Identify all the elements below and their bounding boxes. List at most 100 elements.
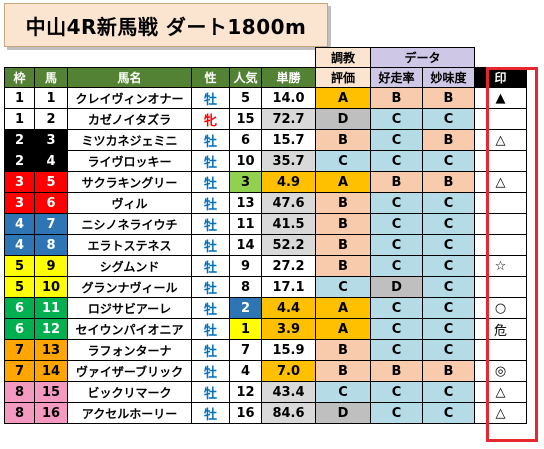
header-training-group: 調教 — [315, 47, 371, 68]
odds-cell: 72.7 — [261, 108, 316, 130]
table-body: 1 1 クレイヴィンオナー牡 5 14.0 A B B ▲ 1 2 カゼノイタズラ牝 15 72.7 D C C… — [4, 87, 527, 424]
waku-cell: 2 — [4, 129, 35, 151]
horse-name-cell: ビックリマーク — [67, 381, 192, 403]
taste-cell: C — [422, 192, 475, 214]
table-row: 1 1 クレイヴィンオナー牡 5 14.0 A B B ▲ — [4, 87, 527, 109]
training-grade-cell: B — [315, 129, 371, 151]
taste-cell: C — [422, 213, 475, 235]
runrate-cell: C — [370, 339, 423, 361]
table-row: 7 14 ヴァイザーブリック牡 4 7.0 B B B ◎ — [4, 360, 527, 382]
mark-cell: 危 — [474, 318, 527, 340]
horse-name-cell: クレイヴィンオナー — [67, 87, 192, 109]
taste-cell: C — [422, 234, 475, 256]
popularity-cell: 1 — [229, 318, 262, 340]
runrate-cell: C — [370, 318, 423, 340]
race-table: 調教 データ 枠 馬 馬名 性 人気 単勝 評価 好走率 妙味度 印 1 1 クレイ… — [4, 47, 527, 424]
header-mark: 印 — [474, 67, 527, 88]
horse-name-cell: ライヴロッキー — [67, 150, 192, 172]
mark-cell — [474, 192, 527, 214]
taste-cell: C — [422, 108, 475, 130]
horse-name-cell: ニシノネライウチ — [67, 213, 192, 235]
popularity-cell: 6 — [229, 129, 262, 151]
horse-name-cell: ラフォンターナ — [67, 339, 192, 361]
table-row: 5 10 グランナヴィール牡 8 17.1 C D C — [4, 276, 527, 298]
page-title: 中山4R新馬戦 ダート1800m — [25, 14, 307, 39]
horse-name-cell: ヴァイザーブリック — [67, 360, 192, 382]
waku-cell: 4 — [4, 213, 35, 235]
table-row: 2 3 ミツカネジェミニ牡 6 15.7 B C B △ — [4, 129, 527, 151]
runrate-cell: C — [370, 150, 423, 172]
horse-number-cell: 7 — [34, 213, 68, 235]
table-row: 6 12 セイウンパイオニア牡 1 3.9 A C C 危 — [4, 318, 527, 340]
taste-cell: B — [422, 129, 475, 151]
waku-cell: 8 — [4, 402, 35, 424]
runrate-cell: C — [370, 255, 423, 277]
taste-cell: C — [422, 150, 475, 172]
horse-name-cell: カゼノイタズラ — [67, 108, 192, 130]
horse-name-cell: シグムンド — [67, 255, 192, 277]
table-row: 8 16 アクセルホーリー牡 16 84.6 D C C △ — [4, 402, 527, 424]
header-sex: 性 — [191, 67, 230, 88]
odds-cell: 15.9 — [261, 339, 316, 361]
mark-cell — [474, 339, 527, 361]
odds-cell: 7.0 — [261, 360, 316, 382]
training-grade-cell: B — [315, 339, 371, 361]
mark-cell: ▲ — [474, 87, 527, 109]
horse-number-cell: 11 — [34, 297, 68, 319]
table-row: 4 7 ニシノネライウチ牡 11 41.5 B C C — [4, 213, 527, 235]
waku-cell: 3 — [4, 171, 35, 193]
horse-number-cell: 16 — [34, 402, 68, 424]
mark-cell — [474, 150, 527, 172]
taste-cell: C — [422, 297, 475, 319]
horse-number-cell: 6 — [34, 192, 68, 214]
runrate-cell: C — [370, 129, 423, 151]
mark-cell: △ — [474, 171, 527, 193]
waku-cell: 5 — [4, 255, 35, 277]
header-training: 評価 — [315, 67, 371, 88]
header-row-top: 調教 データ — [5, 47, 527, 68]
training-grade-cell: A — [315, 87, 371, 109]
training-grade-cell: C — [315, 381, 371, 403]
mark-cell: △ — [474, 402, 527, 424]
training-grade-cell: C — [315, 150, 371, 172]
runrate-cell: C — [370, 381, 423, 403]
table-row: 6 11 ロジサビアーレ牡 2 4.4 A C C ○ — [4, 297, 527, 319]
popularity-cell: 8 — [229, 276, 262, 298]
waku-cell: 1 — [4, 108, 35, 130]
mark-cell: △ — [474, 381, 527, 403]
taste-cell: B — [422, 171, 475, 193]
table-row: 3 5 サクラキングリー牡 3 4.9 A B B △ — [4, 171, 527, 193]
horse-number-cell: 5 — [34, 171, 68, 193]
training-grade-cell: A — [315, 171, 371, 193]
training-grade-cell: A — [315, 297, 371, 319]
runrate-cell: C — [370, 108, 423, 130]
sex-cell: 牡 — [191, 171, 230, 193]
popularity-cell: 9 — [229, 255, 262, 277]
horse-name-cell: セイウンパイオニア — [67, 318, 192, 340]
waku-cell: 7 — [4, 339, 35, 361]
taste-cell: C — [422, 276, 475, 298]
taste-cell: B — [422, 87, 475, 109]
waku-cell: 3 — [4, 192, 35, 214]
sex-cell: 牡 — [191, 276, 230, 298]
odds-cell: 15.7 — [261, 129, 316, 151]
table-row: 4 8 エラトステネス牡 14 52.2 B C C — [4, 234, 527, 256]
mark-cell: ○ — [474, 297, 527, 319]
runrate-cell: C — [370, 297, 423, 319]
waku-cell: 6 — [4, 297, 35, 319]
sex-cell: 牡 — [191, 297, 230, 319]
odds-cell: 3.9 — [261, 318, 316, 340]
header-popularity: 人気 — [229, 67, 262, 88]
odds-cell: 52.2 — [261, 234, 316, 256]
training-grade-cell: B — [315, 255, 371, 277]
header-taste: 妙味度 — [422, 67, 475, 88]
taste-cell: C — [422, 255, 475, 277]
title-box: 中山4R新馬戦 ダート1800m — [4, 3, 328, 47]
taste-cell: C — [422, 381, 475, 403]
table-row: 5 9 シグムンド牡 9 27.2 B C C ☆ — [4, 255, 527, 277]
taste-cell: C — [422, 339, 475, 361]
training-grade-cell: B — [315, 192, 371, 214]
runrate-cell: B — [370, 87, 423, 109]
sex-cell: 牡 — [191, 360, 230, 382]
odds-cell: 4.9 — [261, 171, 316, 193]
